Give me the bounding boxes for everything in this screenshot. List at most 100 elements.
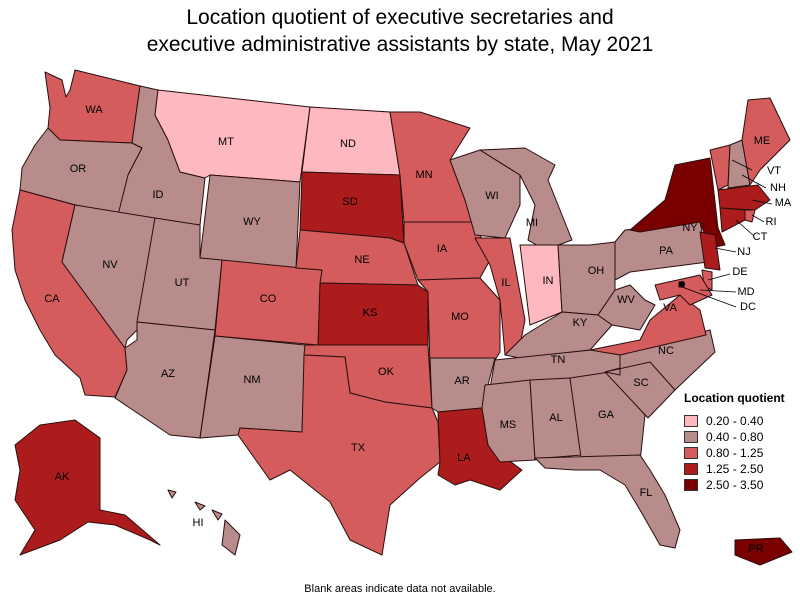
state-al [529,377,583,461]
state-label-nh: NH [770,182,786,194]
leader-de [707,273,731,281]
state-label-ga: GA [598,409,615,421]
leader-nh [741,174,767,189]
legend-swatch [684,431,698,443]
state-label-va: VA [663,302,678,314]
state-label-fl: FL [640,487,653,499]
state-label-in: IN [543,275,554,287]
state-az [114,321,216,439]
state-label-me: ME [754,135,771,147]
state-nm [199,335,306,439]
state-me [741,97,791,186]
state-label-co: CO [260,293,277,305]
state-ct [719,207,746,233]
state-label-mo: MO [451,311,469,323]
state-hi [167,489,241,556]
leader-ma [751,199,773,205]
state-ak [14,419,161,556]
legend: Location quotient 0.20 - 0.40 0.40 - 0.80… [684,391,796,493]
state-label-ak: AK [55,471,70,483]
state-nj [699,231,721,271]
legend-swatch [684,463,698,475]
state-label-la: LA [457,452,471,464]
state-nc [604,329,716,391]
state-label-mn: MN [415,169,432,181]
state-label-nj: NJ [737,246,750,258]
state-label-de: DE [732,266,747,278]
state-label-wi: WI [485,190,498,202]
state-fl [534,454,681,549]
state-ny [629,157,726,249]
state-label-az: AZ [161,368,175,380]
title-line-1: Location quotient of executive secretari… [186,6,614,29]
state-in [519,244,563,326]
state-label-id: ID [153,189,164,201]
state-label-pa: PA [659,245,674,257]
leader-dc [681,286,737,308]
title-line-2: executive administrative assistants by s… [146,33,654,56]
state-label-or: OR [70,163,87,175]
state-label-tn: TN [551,354,566,366]
state-label-ny: NY [682,222,698,234]
state-label-al: AL [549,412,562,424]
map-title: Location quotient of executive secretari… [0,4,800,58]
state-label-ks: KS [363,307,378,319]
state-label-tx: TX [351,442,366,454]
state-label-ar: AR [454,375,469,387]
state-label-ca: CA [44,293,60,305]
state-label-nm: NM [243,374,260,386]
state-label-ky: KY [573,317,588,329]
leader-md [699,289,737,293]
leader-ct [735,219,755,237]
state-label-oh: OH [588,265,605,277]
state-label-ri: RI [766,216,777,228]
legend-title: Location quotient [684,391,785,405]
state-wv [597,284,656,331]
state-label-wv: WV [617,294,635,306]
footnote: Blank areas indicate data not available. [304,583,496,595]
state-pr [734,537,793,566]
state-label-nd: ND [340,138,356,150]
legend-label: 0.20 - 0.40 [706,414,764,428]
state-label-nv: NV [102,259,118,271]
state-label-nc: NC [658,345,674,357]
dc-marker [679,281,685,287]
state-label-ut: UT [175,277,190,289]
state-label-vt: VT [767,165,781,177]
state-mo [417,277,501,369]
legend-label: 1.25 - 2.50 [706,462,764,476]
state-label-ms: MS [500,419,517,431]
state-md [654,274,713,306]
state-label-sd: SD [342,196,357,208]
legend-swatch [684,415,698,427]
state-label-md: MD [737,286,754,298]
legend-label: 0.40 - 0.80 [706,430,764,444]
legend-label: 2.50 - 3.50 [706,478,764,492]
legend-item: 0.20 - 0.40 [684,413,796,429]
state-label-mi: MI [526,217,538,229]
legend-item: 1.25 - 2.50 [684,461,796,477]
state-label-dc: DC [740,301,756,313]
state-label-pr: PR [748,543,763,555]
state-label-hi: HI [193,517,204,529]
leader-ri [751,214,765,223]
legend-item: 2.50 - 3.50 [684,477,796,493]
legend-item: 0.40 - 0.80 [684,429,796,445]
leader-nj [714,247,737,253]
legend-swatch [684,447,698,459]
state-label-sc: SC [633,377,648,389]
legend-label: 0.80 - 1.25 [706,446,764,460]
state-label-ct: CT [753,231,768,243]
state-label-ok: OK [378,366,395,378]
legend-swatch [684,479,698,491]
leader-vt [731,159,753,171]
state-label-ia: IA [437,243,448,255]
state-ma [717,184,771,211]
state-label-il: IL [501,277,510,289]
legend-item: 0.80 - 1.25 [684,445,796,461]
state-label-mt: MT [218,136,234,148]
state-label-ma: MA [775,197,792,209]
state-label-ne: NE [354,254,369,266]
state-label-wa: WA [85,104,103,116]
